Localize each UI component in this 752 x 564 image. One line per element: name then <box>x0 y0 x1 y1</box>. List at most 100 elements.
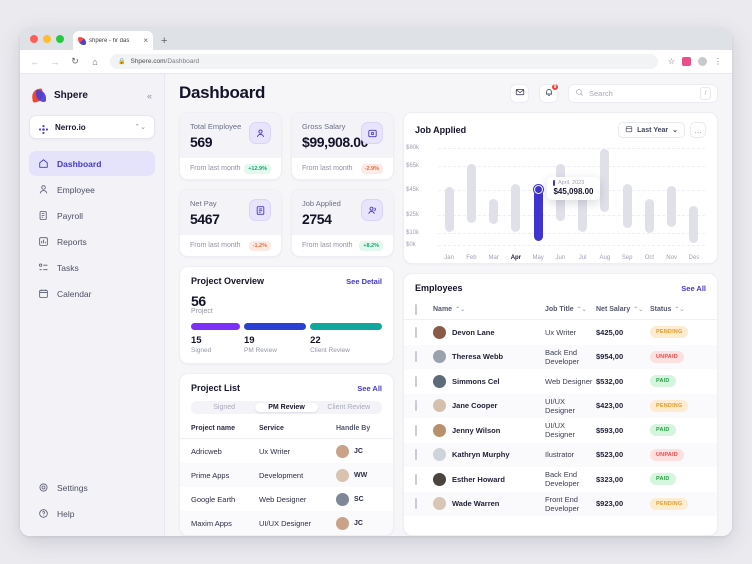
table-row[interactable]: Kathryn Murphy Ilustrator $523,00 UNPAID <box>404 442 717 467</box>
sidebar-item-tasks[interactable]: Tasks <box>29 255 155 280</box>
see-all-link[interactable]: See All <box>681 283 706 293</box>
browser-tab[interactable]: shpere - hr das × <box>73 31 153 50</box>
row-checkbox[interactable] <box>415 326 417 338</box>
address-bar[interactable]: 🔒 Shpere.com/Dashboard <box>110 54 658 69</box>
chevron-down-icon: ⌄ <box>672 127 678 134</box>
table-row[interactable]: Devon Lane Ux Writer $425,00 PENDING <box>404 320 717 345</box>
row-checkbox[interactable] <box>415 473 417 485</box>
minimize-window-button[interactable] <box>43 35 51 43</box>
bar-aug[interactable] <box>594 148 616 245</box>
status-badge: PAID <box>650 473 676 486</box>
browser-menu-icon[interactable]: ⋮ <box>714 57 722 66</box>
employee-job-title: Back End Developer <box>545 347 580 366</box>
search-box[interactable]: Search / <box>568 83 718 103</box>
maximize-window-button[interactable] <box>56 35 64 43</box>
column-status[interactable]: Status ⌃⌄ <box>650 305 685 313</box>
sidebar-item-dashboard[interactable]: Dashboard <box>29 151 155 176</box>
column-job-title[interactable]: Job Title ⌃⌄ <box>545 305 587 313</box>
table-row[interactable]: Jenny Wilson UI/UX Designer $593,00 PAID <box>404 418 717 443</box>
sidebar-item-settings[interactable]: Settings <box>29 475 155 500</box>
bar-sep[interactable] <box>616 148 638 245</box>
reload-icon[interactable]: ↻ <box>71 56 79 66</box>
card-header: Project List See All <box>180 374 393 399</box>
back-icon[interactable]: ← <box>30 56 40 67</box>
sort-icon: ⌃⌄ <box>455 306 466 313</box>
bar-jul[interactable] <box>572 148 594 245</box>
project-overview-card: Project Overview See Detail 56 Project <box>179 266 394 364</box>
stat-foot-label: From last month <box>302 242 353 249</box>
sidebar-item-help[interactable]: Help <box>29 501 155 526</box>
home-icon[interactable]: ⌂ <box>92 56 98 67</box>
card-header: Project Overview See Detail <box>180 267 393 292</box>
sidebar-item-calendar[interactable]: Calendar <box>29 281 155 306</box>
forward-icon[interactable]: → <box>50 56 60 67</box>
table-row[interactable]: Wade Warren Front End Developer $923,00 … <box>404 491 717 516</box>
table-row[interactable]: Adricweb Ux Writer JC <box>180 439 393 463</box>
stat-body: Total Employee 569 <box>180 113 281 158</box>
workspace-switcher[interactable]: Nerro.io ⌃⌄ <box>29 115 155 139</box>
table-row[interactable]: Esther Howard Back End Developer $323,00… <box>404 467 717 492</box>
extension-icon[interactable] <box>682 57 691 66</box>
sidebar-item-employee[interactable]: Employee <box>29 177 155 202</box>
table-row[interactable]: Theresa Webb Back End Developer $954,00 … <box>404 344 717 369</box>
x-axis-tick: May <box>532 255 544 261</box>
stat-foot: From last month -1.2% <box>180 235 281 256</box>
row-checkbox[interactable] <box>415 449 417 461</box>
stat-delta-badge: +12.9% <box>244 163 271 174</box>
collapse-sidebar-icon[interactable]: « <box>146 90 152 101</box>
bar-may[interactable] <box>527 148 549 245</box>
date-range-select[interactable]: Last Year ⌄ <box>618 122 685 138</box>
table-row[interactable]: Simmons Cel Web Designer $532,00 PAID <box>404 369 717 394</box>
see-all-link[interactable]: See All <box>357 383 382 393</box>
progress-segment-signed <box>191 323 241 330</box>
chart-more-button[interactable]: … <box>690 122 706 138</box>
column-net-salary[interactable]: Net Salary ⌃⌄ <box>596 305 644 313</box>
new-tab-button[interactable]: + <box>161 35 168 47</box>
table-row[interactable]: Prime Apps Development WW <box>180 463 393 487</box>
stat-foot: From last month +12.9% <box>180 158 281 179</box>
notifications-button[interactable]: 9 <box>539 82 559 103</box>
stat-label: Job Applied <box>302 199 341 208</box>
tab-signed[interactable]: Signed <box>213 404 236 411</box>
select-all-checkbox[interactable] <box>415 303 417 315</box>
x-axis-tick: Jan <box>444 255 454 261</box>
tab-client-review[interactable]: Client Review <box>327 404 371 411</box>
profile-avatar-icon[interactable] <box>698 57 707 66</box>
bar-des[interactable] <box>683 148 705 245</box>
shpere-logo-icon <box>32 88 47 103</box>
bar-oct[interactable] <box>638 148 660 245</box>
select-all-cell <box>415 303 433 315</box>
bookmark-star-icon[interactable]: ☆ <box>667 57 675 66</box>
see-detail-link[interactable]: See Detail <box>346 276 382 286</box>
url-path: /Dashboard <box>165 58 200 65</box>
tab-pm-review[interactable]: PM Review <box>255 403 318 412</box>
row-checkbox[interactable] <box>415 424 417 436</box>
avatar <box>336 468 349 482</box>
tab-close-icon[interactable]: × <box>143 36 148 45</box>
row-checkbox[interactable] <box>415 375 417 387</box>
bar-jan[interactable] <box>438 148 460 245</box>
mail-button[interactable] <box>510 83 529 103</box>
sidebar-item-label: Tasks <box>57 262 79 273</box>
close-window-button[interactable] <box>30 35 38 43</box>
employee-salary: $954,00 <box>596 352 624 362</box>
stat-card-job-applied: Job Applied 2754 From last month +8.2% <box>291 189 394 257</box>
bar-feb[interactable] <box>460 148 482 245</box>
bar-mar[interactable] <box>483 148 505 245</box>
table-row[interactable]: Maxim Apps UI/UX Designer JC <box>180 511 393 535</box>
sidebar-item-reports[interactable]: Reports <box>29 229 155 254</box>
table-row[interactable]: Google Earth Web Designer SC <box>180 487 393 511</box>
row-checkbox[interactable] <box>415 351 417 363</box>
sidebar-item-payroll[interactable]: Payroll <box>29 203 155 228</box>
search-input[interactable]: Search <box>589 88 613 98</box>
row-checkbox[interactable] <box>415 400 417 412</box>
bar-nov[interactable] <box>661 148 683 245</box>
bar-apr[interactable] <box>505 148 527 245</box>
table-row[interactable]: Jane Cooper UI/UX Designer $423,00 PENDI… <box>404 393 717 418</box>
column-name[interactable]: Name ⌃⌄ <box>433 305 466 313</box>
sort-icon: ⌃⌄ <box>576 306 587 313</box>
row-checkbox[interactable] <box>415 498 417 510</box>
sidebar-item-label: Reports <box>57 236 87 247</box>
employee-job-title: Back End Developer <box>545 470 580 489</box>
progress-segment-pm-review <box>244 323 307 330</box>
